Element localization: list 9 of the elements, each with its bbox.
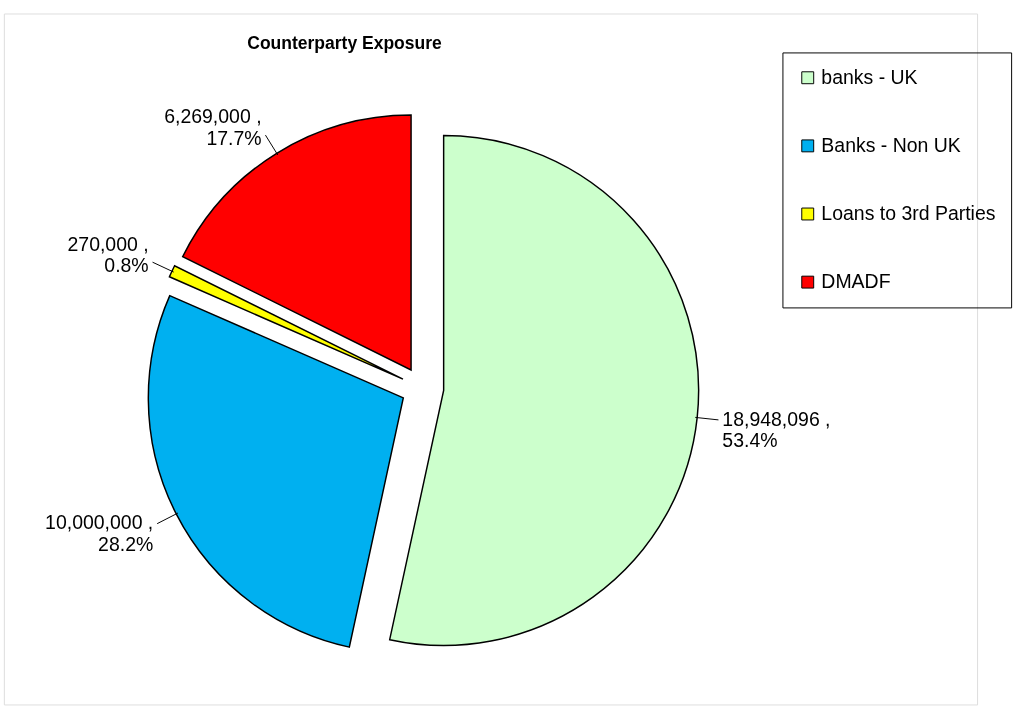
legend-label: banks - UK: [821, 65, 918, 88]
legend-label: Banks - Non UK: [821, 133, 961, 156]
legend-label: DMADF: [821, 269, 891, 292]
data-label: 18,948,096 , 53.4%: [722, 407, 831, 452]
data-label: 270,000 , 0.8%: [67, 232, 149, 276]
data-label: 6,269,000 , 17.7%: [164, 105, 262, 149]
data-label: 10,000,000 , 28.2%: [45, 511, 154, 555]
chart-title: Counterparty Exposure: [247, 32, 443, 53]
legend-label: Loans to 3rd Parties: [821, 201, 996, 224]
